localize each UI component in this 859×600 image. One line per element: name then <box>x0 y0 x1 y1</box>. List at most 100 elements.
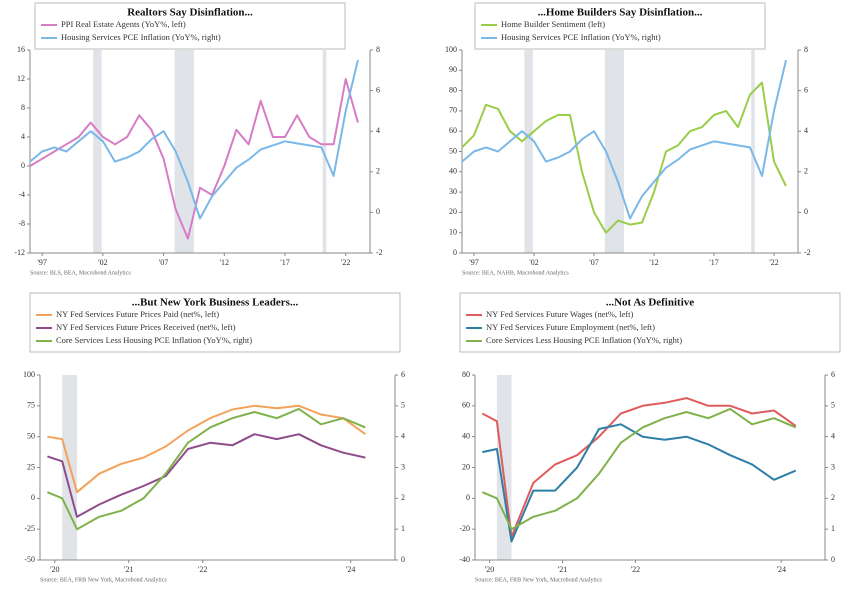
x-tick-label: '22 <box>198 565 207 574</box>
x-tick-label: '07 <box>159 258 168 267</box>
source-note: Source: BLS, BEA, Macrobond Analytics <box>30 270 131 276</box>
y2-tick-label: 4 <box>804 126 808 135</box>
y2-tick-label: 4 <box>376 126 380 135</box>
y-tick-label: -20 <box>459 524 470 533</box>
series-line <box>481 397 797 538</box>
x-tick-label: '22 <box>769 258 778 267</box>
y-tick-label: 50 <box>27 431 35 440</box>
y-tick-label: -8 <box>18 219 25 228</box>
x-tick-label: '21 <box>558 565 567 574</box>
y2-tick-label: 8 <box>804 45 808 54</box>
y-tick-label: 8 <box>21 103 25 112</box>
y-tick-label: 60 <box>462 401 470 410</box>
y-tick-label: -12 <box>14 248 25 257</box>
recession-band <box>524 50 533 253</box>
y2-tick-label: 6 <box>831 370 835 379</box>
chart-title: ...But New York Business Leaders... <box>132 297 299 309</box>
y-tick-label: 50 <box>449 146 457 155</box>
y-tick-label: 10 <box>449 228 457 237</box>
x-tick-label: '24 <box>777 565 786 574</box>
legend-label: NY Fed Services Future Employment (net%,… <box>486 322 655 332</box>
series-line <box>482 423 797 543</box>
y2-tick-label: -2 <box>804 248 811 257</box>
y-tick-label: 90 <box>449 65 457 74</box>
x-tick-label: '97 <box>37 258 46 267</box>
y2-tick-label: 3 <box>401 462 405 471</box>
y-tick-label: 70 <box>449 106 457 115</box>
y-tick-label: -50 <box>24 555 35 564</box>
y-tick-label: 20 <box>449 207 457 216</box>
series-line <box>29 59 359 220</box>
source-note: Source: BEA, FRB New York, Macrobond Ana… <box>40 577 167 583</box>
x-tick-label: '21 <box>124 565 133 574</box>
y-tick-label: 25 <box>27 462 35 471</box>
y2-tick-label: 2 <box>804 167 808 176</box>
y2-tick-label: 6 <box>376 85 380 94</box>
series-line <box>47 404 366 494</box>
y-tick-label: 40 <box>462 431 470 440</box>
y2-tick-label: 2 <box>376 167 380 176</box>
x-tick-label: '22 <box>631 565 640 574</box>
legend-label: NY Fed Services Future Wages (net%, left… <box>486 309 633 319</box>
y-tick-label: 0 <box>453 248 457 257</box>
y-tick-label: 75 <box>27 401 35 410</box>
x-tick-label: '97 <box>469 258 478 267</box>
legend-label: Home Builder Sentiment (left) <box>501 19 605 29</box>
legend-label: Core Services Less Housing PCE Inflation… <box>56 335 252 345</box>
chart-title: ...Not As Definitive <box>606 297 694 309</box>
legend-box <box>34 2 346 50</box>
recession-band <box>604 50 624 253</box>
series-line <box>29 78 359 240</box>
y2-tick-label: 6 <box>401 370 405 379</box>
y2-tick-label: 5 <box>401 401 405 410</box>
x-tick-label: '22 <box>341 258 350 267</box>
y-tick-label: -4 <box>18 190 25 199</box>
y-tick-label: 16 <box>17 45 25 54</box>
y-tick-label: 4 <box>21 132 25 141</box>
y-tick-label: 0 <box>466 493 470 502</box>
x-tick-label: '12 <box>649 258 658 267</box>
x-tick-label: '20 <box>50 565 59 574</box>
x-tick-label: '17 <box>280 258 289 267</box>
chart-title: Realtors Say Disinflation... <box>127 7 253 19</box>
y-tick-label: 80 <box>449 85 457 94</box>
y2-tick-label: 2 <box>831 493 835 502</box>
legend-box <box>29 292 401 353</box>
y-tick-label: 12 <box>17 74 25 83</box>
source-note: Source: BEA, FRB New York, Macrobond Ana… <box>475 577 602 583</box>
y-tick-label: 30 <box>449 187 457 196</box>
x-tick-label: '02 <box>98 258 107 267</box>
series-line <box>47 407 366 531</box>
y-tick-label: 60 <box>449 126 457 135</box>
recession-band <box>322 50 327 253</box>
legend-label: PPI Real Estate Agents (YoY%, left) <box>61 19 186 29</box>
recession-band <box>174 50 194 253</box>
x-tick-label: '17 <box>709 258 718 267</box>
y-tick-label: 0 <box>21 161 25 170</box>
legend-label: Core Services Less Housing PCE Inflation… <box>486 335 682 345</box>
legend-box <box>459 292 841 353</box>
y2-tick-label: 0 <box>376 207 380 216</box>
x-tick-label: '12 <box>220 258 229 267</box>
x-tick-label: '24 <box>346 565 355 574</box>
legend-label: Housing Services PCE Inflation (YoY%, ri… <box>61 32 221 42</box>
y-tick-label: -40 <box>459 555 470 564</box>
y-tick-label: 100 <box>445 45 457 54</box>
y2-tick-label: 1 <box>831 524 835 533</box>
legend-label: Housing Services PCE Inflation (YoY%, ri… <box>501 32 661 42</box>
y-tick-label: 40 <box>449 167 457 176</box>
y2-tick-label: 1 <box>401 524 405 533</box>
y2-tick-label: 0 <box>804 207 808 216</box>
y2-tick-label: 2 <box>401 493 405 502</box>
y-tick-label: 0 <box>31 493 35 502</box>
y2-tick-label: 6 <box>804 85 808 94</box>
source-note: Source: BEA, NAHB, Macrobond Analytics <box>462 270 569 276</box>
legend-box <box>474 2 766 50</box>
y2-tick-label: 4 <box>401 431 405 440</box>
series-line <box>481 407 797 531</box>
x-tick-label: '02 <box>529 258 538 267</box>
y2-tick-label: 3 <box>831 462 835 471</box>
y2-tick-label: 5 <box>831 401 835 410</box>
series-line <box>461 59 787 220</box>
